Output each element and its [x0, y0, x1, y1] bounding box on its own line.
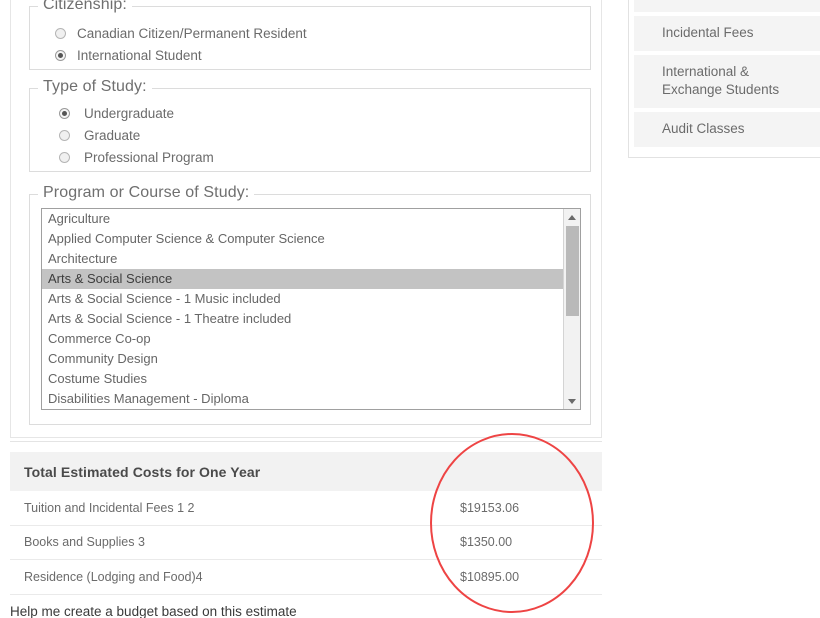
radio-label-professional-program: Professional Program	[84, 149, 214, 165]
fee-estimator-form-panel: Citizenship: Canadian Citizen/Permanent …	[10, 0, 602, 438]
fieldset-citizenship: Citizenship: Canadian Citizen/Permanent …	[29, 0, 591, 70]
list-item[interactable]: Arts & Social Science - 1 Theatre includ…	[48, 311, 292, 326]
radio-option-professional-program[interactable]: Professional Program	[59, 148, 214, 166]
triangle-down-glyph	[568, 398, 576, 404]
radio-label-canadian-citizen: Canadian Citizen/Permanent Resident	[77, 25, 307, 41]
section-divider	[10, 441, 602, 442]
radio-option-undergraduate[interactable]: Undergraduate	[59, 104, 174, 122]
list-item[interactable]: Arts & Social Science - 1 Music included	[48, 291, 281, 306]
listbox-options[interactable]: Agriculture Applied Computer Science & C…	[42, 209, 563, 409]
sidebar-item-incidental-fees[interactable]: Incidental Fees	[634, 16, 820, 51]
sidebar-item-tuition-fee-schedule[interactable]: Tuition Fee Schedule	[634, 0, 820, 12]
create-budget-link[interactable]: Help me create a budget based on this es…	[10, 604, 297, 618]
fieldset-program-of-study: Program or Course of Study: Agriculture …	[29, 184, 591, 425]
fieldset-type-of-study: Type of Study: Undergraduate Graduate Pr…	[29, 78, 591, 172]
program-of-study-listbox[interactable]: Agriculture Applied Computer Science & C…	[41, 208, 581, 410]
radio-option-international-student[interactable]: International Student	[55, 46, 202, 64]
list-item[interactable]: Architecture	[48, 251, 118, 266]
table-row: Residence (Lodging and Food)4 $10895.00	[10, 560, 602, 595]
table-row: Tuition and Incidental Fees 1 2 $19153.0…	[10, 491, 602, 526]
radio-icon-canadian-citizen[interactable]	[55, 27, 66, 39]
list-item[interactable]: Agriculture	[48, 211, 111, 226]
cost-value: $19153.06	[460, 500, 520, 515]
sidebar-item-label: International & Exchange Students	[662, 64, 780, 97]
listbox-scrollbar[interactable]	[563, 209, 580, 409]
radio-label-graduate: Graduate	[84, 127, 141, 143]
radio-icon-graduate[interactable]	[59, 129, 70, 141]
radio-icon-professional-program[interactable]	[59, 151, 70, 163]
sidebar-item-label: Audit Classes	[662, 121, 745, 136]
related-links-sidebar: Tuition Fee Schedule Incidental Fees Int…	[628, 0, 820, 158]
list-item[interactable]: Commerce Co-op	[48, 331, 151, 346]
sidebar-item-audit-classes[interactable]: Audit Classes	[634, 112, 820, 147]
cost-label: Books and Supplies 3	[24, 535, 145, 550]
scrollbar-thumb[interactable]	[566, 226, 579, 316]
sidebar-item-label: Incidental Fees	[662, 25, 754, 40]
triangle-up-icon[interactable]	[564, 209, 580, 225]
list-item[interactable]: Community Design	[48, 351, 158, 366]
radio-label-international-student: International Student	[77, 47, 202, 63]
cost-label: Residence (Lodging and Food)4	[24, 569, 203, 584]
triangle-up-glyph	[568, 214, 576, 220]
cost-value: $1350.00	[460, 535, 513, 550]
table-header: Total Estimated Costs for One Year	[10, 452, 602, 491]
fieldset-legend-type-of-study: Type of Study:	[38, 78, 152, 96]
total-estimated-costs-table: Total Estimated Costs for One Year Tuiti…	[10, 452, 602, 595]
radio-option-graduate[interactable]: Graduate	[59, 126, 140, 144]
triangle-down-icon[interactable]	[564, 393, 580, 409]
cost-value: $10895.00	[460, 569, 520, 584]
radio-label-undergraduate: Undergraduate	[84, 105, 175, 121]
sidebar-item-international-exchange-students[interactable]: International & Exchange Students	[634, 55, 820, 108]
fieldset-legend-citizenship: Citizenship:	[38, 0, 132, 14]
list-item[interactable]: Applied Computer Science & Computer Scie…	[48, 231, 325, 246]
cost-label: Tuition and Incidental Fees 1 2	[24, 500, 195, 515]
list-item[interactable]: Costume Studies	[48, 371, 147, 386]
list-item-selected[interactable]: Arts & Social Science	[42, 269, 563, 289]
radio-icon-international-student[interactable]	[55, 49, 66, 61]
sidebar-item-label: Tuition Fee Schedule	[662, 0, 789, 1]
list-item[interactable]: Disabilities Management - Diploma	[48, 391, 249, 406]
radio-option-canadian-citizen[interactable]: Canadian Citizen/Permanent Resident	[55, 24, 307, 42]
fieldset-legend-program-of-study: Program or Course of Study:	[38, 184, 255, 202]
radio-icon-undergraduate[interactable]	[59, 107, 70, 119]
table-row: Books and Supplies 3 $1350.00	[10, 526, 602, 560]
